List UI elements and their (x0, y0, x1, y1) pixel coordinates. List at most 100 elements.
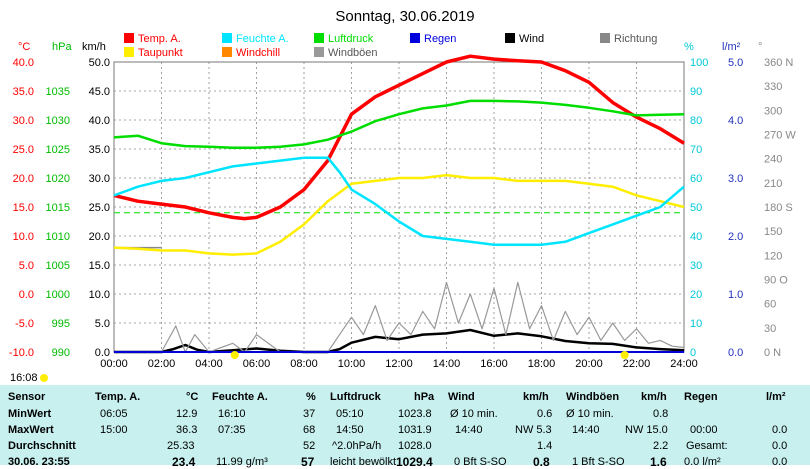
tick-label-rain: 2.0 (728, 231, 743, 243)
tick-label-wind: 5.0 (95, 318, 110, 330)
chart-legend: Temp. A. Feuchte A. Luftdruck Regen Wind Rich… (124, 33, 657, 59)
series-line-wind (114, 328, 685, 354)
sensor-header: Sensor (8, 391, 46, 403)
series-line-windb-en (114, 281, 685, 353)
tick-label-direction: 180 S (764, 202, 793, 214)
rain-max: 0.0 (772, 424, 788, 436)
tick-label-pressure: 1035 (46, 86, 70, 98)
tick-label-x: 24:00 (670, 358, 698, 370)
legend-swatch (124, 47, 134, 57)
series-line-taupunkt (113, 173, 685, 256)
tick-label-humidity: 20 (690, 289, 702, 301)
row-min-label: MinWert (8, 408, 52, 420)
tick-label-wind: 0.0 (95, 347, 110, 359)
temp-now: 23.4 (172, 455, 196, 469)
time-label: 16:08 (10, 372, 38, 384)
tick-label-x: 22:00 (623, 358, 651, 370)
tick-label-humidity: 0 (690, 347, 696, 359)
tick-label-temp: 5.0 (19, 260, 34, 272)
legend-label: Luftdruck (328, 33, 374, 45)
legend-swatch (505, 33, 515, 43)
press-head: Luftdruck (330, 391, 381, 403)
axis-units: °C hPa km/h% l/m² ° (18, 41, 762, 53)
chart-grid (113, 61, 685, 353)
tick-label-wind: 25.0 (89, 202, 110, 214)
tick-label-temp: 0.0 (19, 289, 34, 301)
tick-label-pressure: 1025 (46, 144, 70, 156)
legend-swatch (314, 33, 324, 43)
gust-min-label: Ø 10 min. (566, 408, 614, 420)
temp-unit: °C (186, 391, 199, 403)
legend-swatch (124, 33, 134, 43)
press-avg: 1028.0 (398, 440, 432, 452)
tick-label-x: 18:00 (528, 358, 556, 370)
tick-label-direction: 270 W (764, 130, 796, 142)
tick-label-direction: 30 (764, 323, 776, 335)
hum-head: Feuchte A. (212, 391, 268, 403)
tick-label-temp: 20.0 (13, 173, 34, 185)
tick-label-rain: 4.0 (728, 115, 743, 127)
tick-label-temp: 15.0 (13, 202, 34, 214)
wind-head: Wind (448, 391, 475, 403)
tick-label-x: 00:00 (100, 358, 128, 370)
row-avg-label: Durchschnitt (8, 440, 76, 452)
press-min-time: 05:10 (336, 408, 364, 420)
tick-label-rain: 5.0 (728, 57, 743, 69)
rain-unit: l/m² (766, 391, 786, 403)
tick-label-wind: 15.0 (89, 260, 110, 272)
sun-markers: 16:08 (10, 351, 629, 384)
press-now: 1029.4 (396, 455, 433, 469)
tick-label-wind: 35.0 (89, 144, 110, 156)
rain-now-extra: 0.0 l/m² (684, 456, 721, 468)
axis-ticks: 40.0 35.0 30.0 25.0 20.0 15.0 10.0 5.0 0.0 -5.0 -1… (9, 57, 796, 370)
wind-now-extra: 0 Bft S-SO (454, 456, 507, 468)
tick-label-rain: 1.0 (728, 289, 743, 301)
tick-label-temp: -10.0 (9, 347, 34, 359)
hum-max-time: 07:35 (218, 424, 246, 436)
gust-now: 1.6 (650, 455, 667, 469)
tick-label-rain: 3.0 (728, 173, 743, 185)
wind-min-label: Ø 10 min. (450, 408, 498, 420)
axis-unit-rain: l/m² (722, 41, 741, 53)
rain-avg: 0.0 (772, 440, 788, 452)
tick-label-direction: 150 (764, 226, 782, 238)
press-unit: hPa (414, 391, 435, 403)
gust-max-time: 14:40 (572, 424, 600, 436)
tick-label-direction: 360 N (764, 57, 793, 69)
press-max: 1031.9 (398, 424, 432, 436)
legend-swatch (314, 47, 324, 57)
series-line-temp-a- (113, 54, 685, 221)
axis-unit-temp: °C (18, 41, 30, 53)
hum-unit: % (306, 391, 316, 403)
tick-label-x: 06:00 (243, 358, 271, 370)
tick-label-humidity: 40 (690, 231, 702, 243)
tick-label-wind: 10.0 (89, 289, 110, 301)
tick-label-wind: 30.0 (89, 173, 110, 185)
hum-min-time: 16:10 (218, 408, 246, 420)
legend-label: Windböen (328, 47, 378, 59)
row-now-label: 30.06. 23:55 (8, 456, 70, 468)
legend-label: Taupunkt (138, 47, 183, 59)
weather-chart: Sonntag, 30.06.2019 Temp. A. Feuchte A. Lu… (9, 8, 796, 384)
temp-max-time: 15:00 (100, 424, 128, 436)
tick-label-x: 14:00 (433, 358, 461, 370)
tick-label-pressure: 1020 (46, 173, 70, 185)
tick-label-humidity: 90 (690, 86, 702, 98)
tick-label-x: 20:00 (575, 358, 603, 370)
hum-avg: 52 (303, 440, 316, 452)
legend-swatch (222, 33, 232, 43)
tick-label-direction: 240 (764, 154, 782, 166)
rain-head: Regen (684, 391, 718, 403)
tick-label-direction: 0 N (764, 347, 781, 359)
tick-label-pressure: 1010 (46, 231, 70, 243)
hum-max: 68 (303, 424, 316, 436)
tick-label-x: 12:00 (385, 358, 413, 370)
tick-label-pressure: 995 (52, 318, 70, 330)
tick-label-temp: -5.0 (15, 318, 34, 330)
rain-now: 0.0 (772, 456, 788, 468)
tick-label-humidity: 70 (690, 144, 702, 156)
stats-table: Sensor MinWert MaxWert Durchschnitt 30.0… (0, 385, 810, 469)
tick-label-direction: 210 (764, 178, 782, 190)
tick-label-humidity: 100 (690, 57, 708, 69)
tick-label-x: 02:00 (148, 358, 176, 370)
